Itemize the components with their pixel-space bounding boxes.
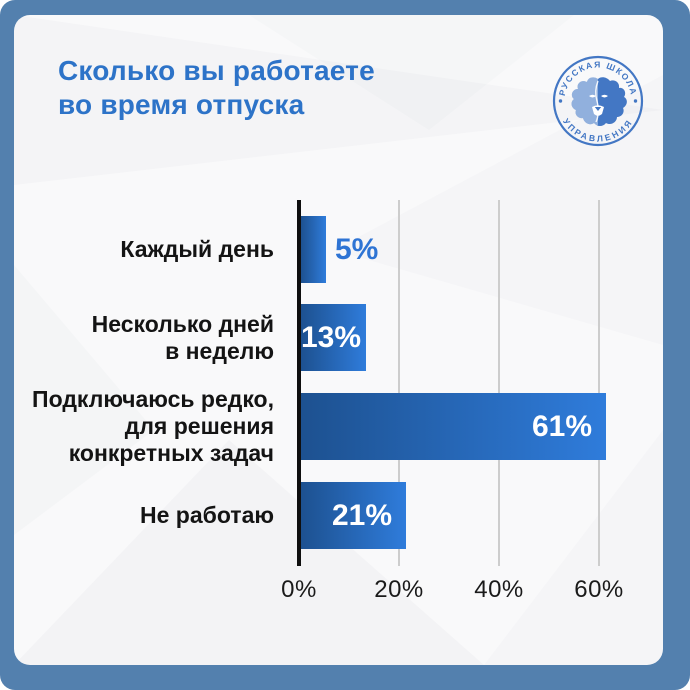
category-label-line: Каждый день [120,236,274,262]
bar [301,304,366,371]
facet [14,265,154,535]
lion-left-eye [589,94,596,98]
category-label: Подключаюсь редко, для решения конкретных … [32,386,274,466]
category-label-line: Подключаюсь редко, [32,386,274,412]
category-label-line: для решения [124,413,274,439]
x-axis-tick-label: 40% [474,576,524,603]
bar [301,393,606,460]
lion-nose [594,107,602,111]
category-label-line: в неделю [165,337,274,364]
x-axis-tick-label: 20% [374,576,424,603]
lion-mane [571,77,627,126]
bar [301,482,406,549]
gridline [598,200,600,566]
y-axis-line [297,200,301,566]
lion-face-divider [595,80,599,123]
category-label-line: конкретных задач [68,440,274,466]
lion-right-eye [601,94,608,98]
value-label: 21% [331,499,392,532]
card [14,15,663,665]
rsu-logo: РУССКАЯ ШКОЛА УПРАВЛЕНИЯ [552,55,644,147]
gridline [498,200,500,566]
bar [301,216,326,283]
value-label: 61% [531,410,592,443]
category-label: Не работаю [140,482,274,549]
logo-ring [552,55,644,147]
gridline [398,200,400,566]
facet [14,440,484,665]
logo-dot-left [558,99,563,103]
lion-icon [571,77,627,126]
title-line-2: во время отпуска [58,89,305,120]
background-facet-texture [14,15,663,665]
category-label: Каждый день [120,216,274,283]
logo-dot-right [633,99,638,103]
category-label-line: Не работаю [139,502,274,528]
category-label-line: Несколько дней [91,310,274,337]
value-label: 5% [335,233,379,266]
title-line-1: Сколько вы работаете [58,55,375,86]
facet [14,15,663,185]
x-axis-tick-label: 60% [574,576,624,603]
value-label: 13% [301,321,362,354]
x-axis-tick-label: 0% [281,576,317,603]
lion-left-highlight [571,77,598,126]
category-label: Несколько дней в неделю [92,304,274,371]
poster-title: Сколько вы работаете во время отпуска [58,54,375,122]
